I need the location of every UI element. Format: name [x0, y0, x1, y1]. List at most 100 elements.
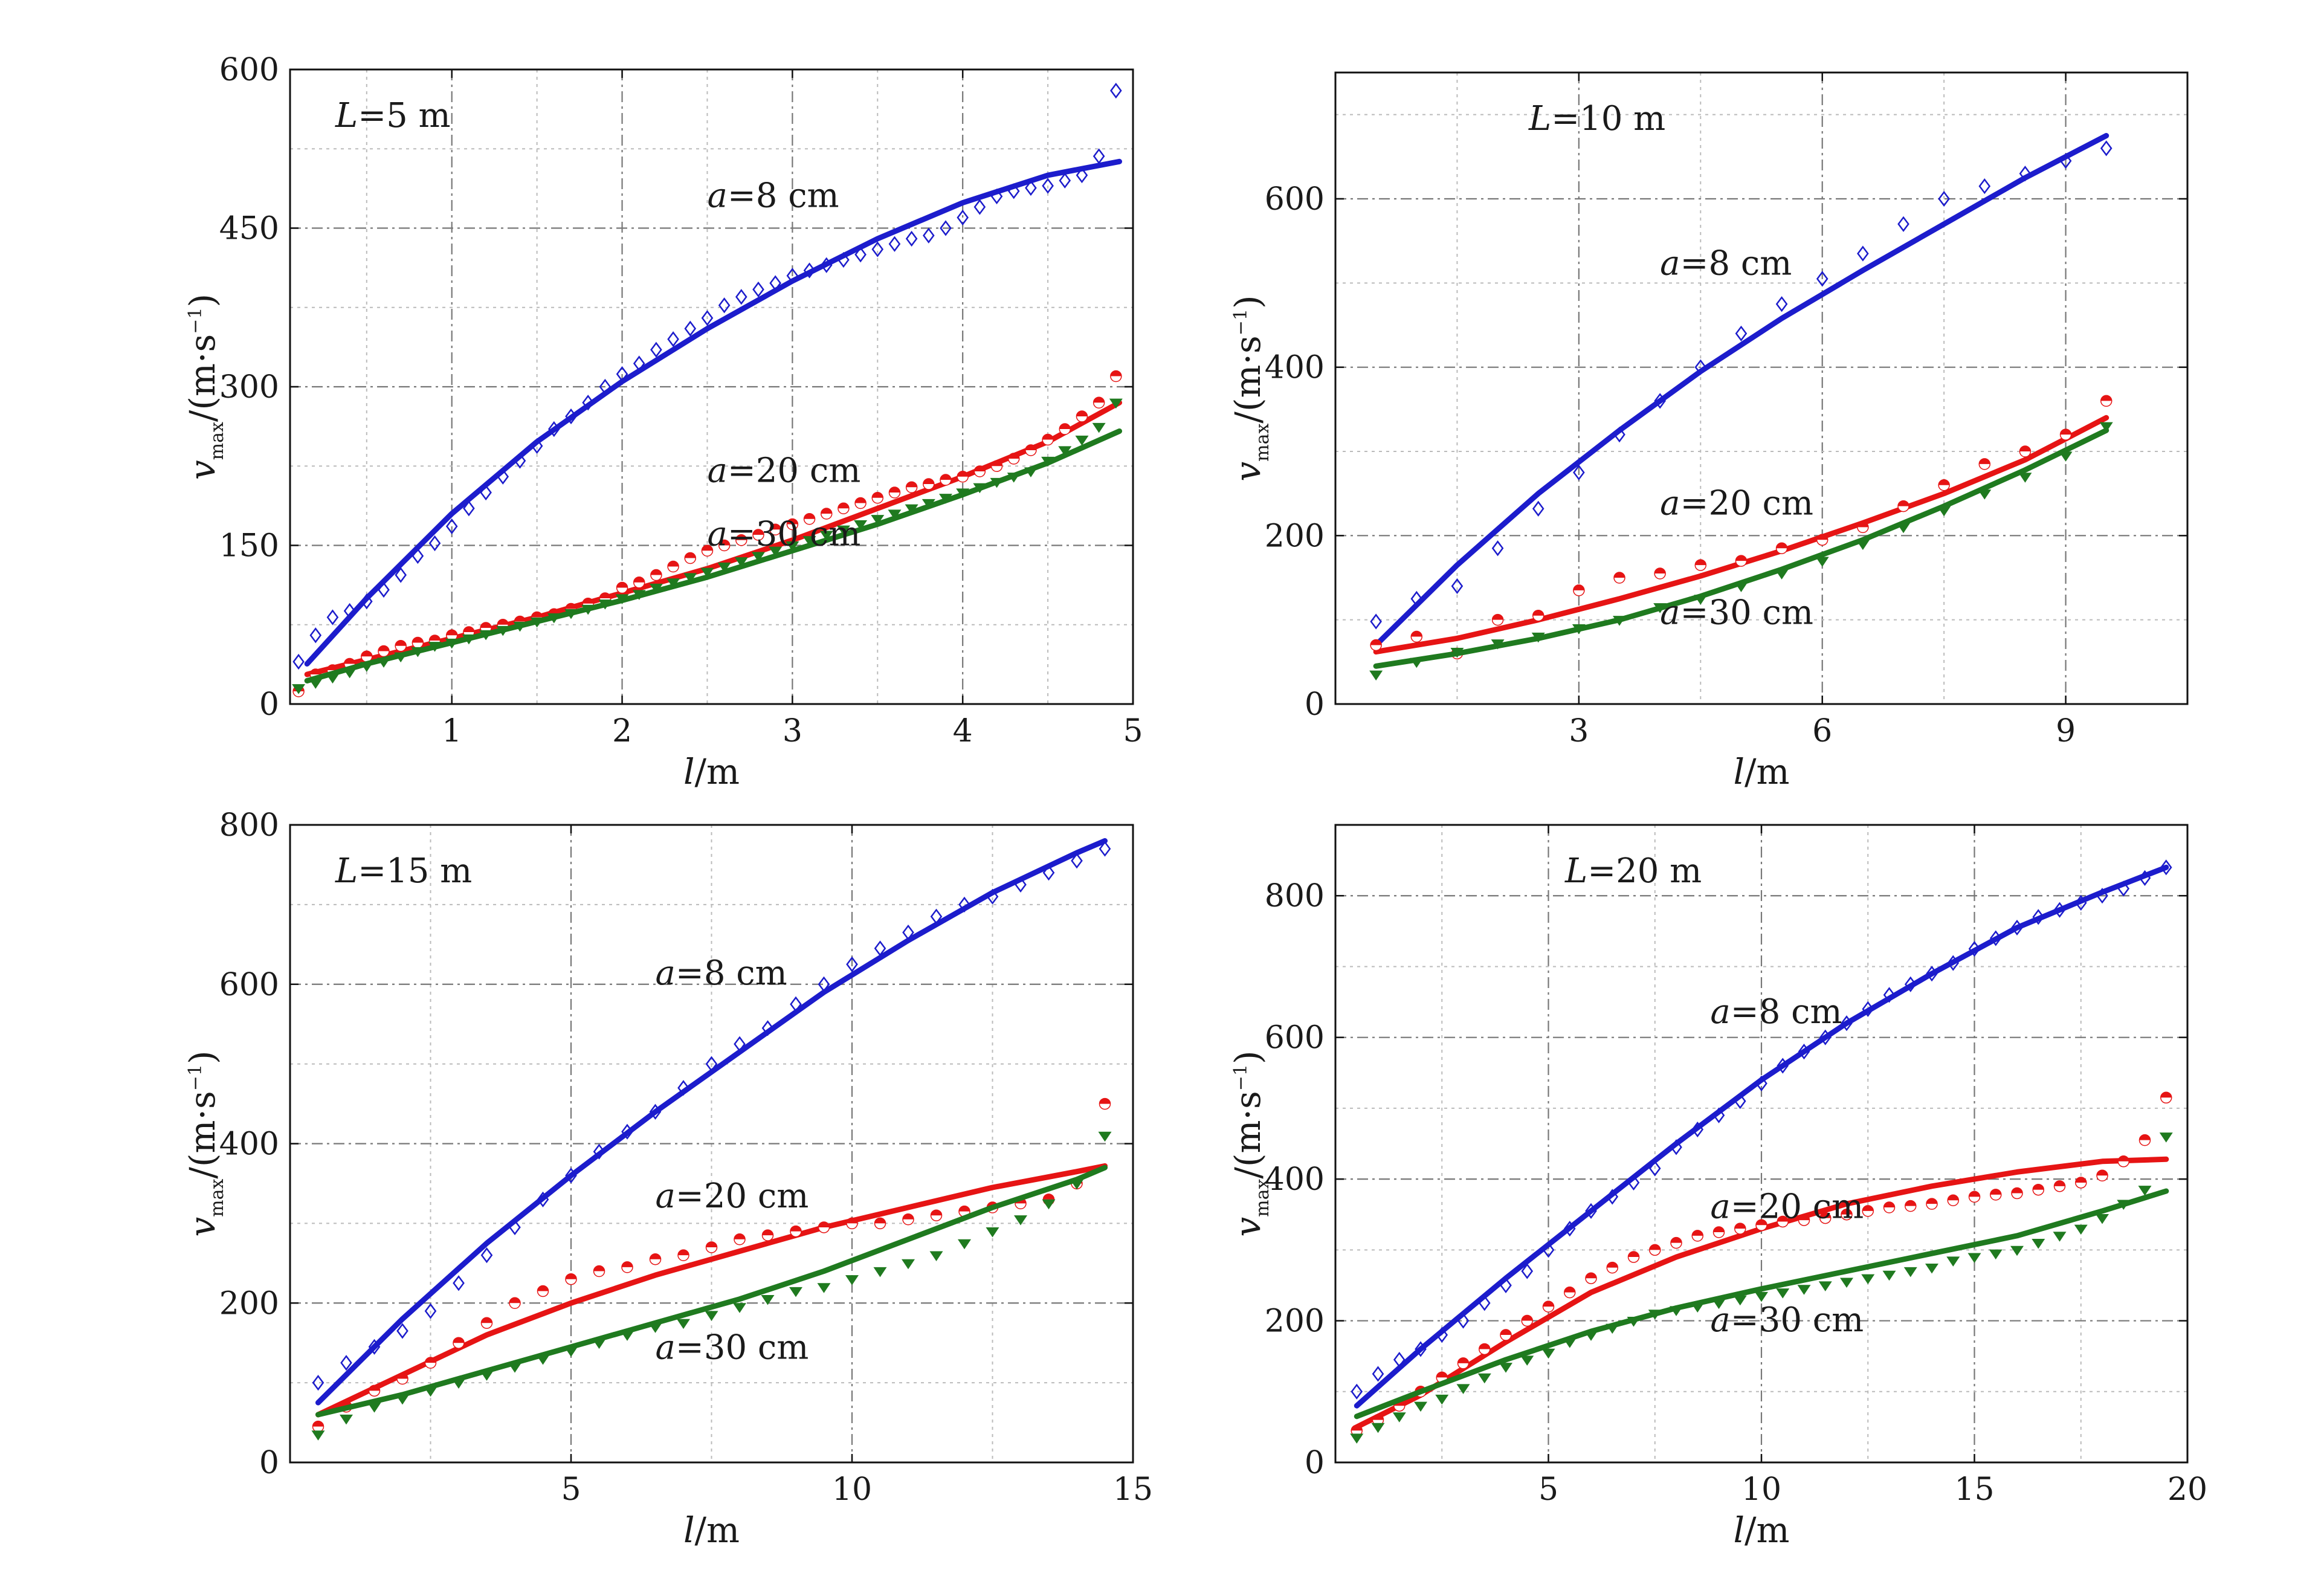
data-point [593, 1265, 605, 1278]
data-point [1531, 632, 1545, 643]
data-point [888, 236, 901, 252]
data-point [1775, 569, 1789, 580]
data-point [1563, 1338, 1577, 1348]
data-point [1110, 82, 1122, 99]
data-point [1099, 1097, 1111, 1110]
data-point [990, 188, 1003, 205]
series-annotation: a=30 cm [1660, 593, 1813, 633]
data-point [453, 1337, 465, 1349]
data-point [1735, 555, 1748, 567]
data-point [888, 486, 901, 499]
series-a-30-cm [1369, 422, 2113, 681]
data-point [1521, 1263, 1534, 1279]
data-point [1670, 1139, 1682, 1155]
data-point [411, 647, 425, 657]
data-point [1093, 396, 1105, 409]
data-point [1500, 1329, 1512, 1341]
fit-line [1354, 864, 2169, 1409]
data-point [1572, 624, 1586, 635]
data-point [2032, 909, 2045, 925]
x-tick-label: 3 [783, 713, 802, 749]
data-point [1857, 521, 1869, 534]
x-tick-label: 10 [1741, 1471, 1781, 1508]
data-point [1712, 1226, 1725, 1238]
data-point [667, 578, 680, 589]
data-point [854, 520, 868, 531]
data-point [497, 468, 509, 485]
data-point [650, 569, 662, 581]
data-point [929, 1251, 943, 1262]
data-point [1938, 190, 1950, 207]
data-point [958, 1239, 971, 1250]
y-tick-label: 600 [1265, 1020, 1325, 1056]
data-point [2053, 1232, 2067, 1242]
data-point [2059, 428, 2072, 441]
data-point [838, 251, 850, 268]
data-point [734, 1233, 746, 1245]
data-point [752, 529, 764, 541]
data-point [2059, 153, 2072, 169]
data-point [2138, 870, 2151, 887]
data-point [2159, 1132, 2173, 1143]
data-point [1947, 1194, 1959, 1207]
series-annotation: a=30 cm [1710, 1300, 1864, 1340]
data-point [565, 1273, 577, 1285]
data-point [803, 262, 816, 279]
y-tick-label: 0 [259, 686, 279, 723]
y-axis-title: vmax/(m·s−1) [182, 1050, 228, 1236]
data-point [326, 609, 339, 625]
data-point [452, 1378, 465, 1389]
fit-line [1373, 133, 2109, 648]
data-point [769, 523, 781, 535]
data-point [1613, 427, 1625, 443]
data-point [1777, 1058, 1789, 1074]
series-annotation: a=8 cm [707, 176, 839, 216]
data-point [1819, 1029, 1832, 1045]
data-point [547, 613, 561, 624]
data-point [1946, 1256, 1960, 1267]
data-point [396, 1372, 408, 1385]
data-point [854, 247, 867, 263]
data-point [836, 525, 850, 536]
data-point [1564, 1286, 1576, 1299]
data-point [1606, 1189, 1619, 1205]
data-point [940, 474, 952, 486]
data-point [1712, 1299, 1726, 1310]
data-point [838, 502, 850, 514]
data-point [1585, 1203, 1597, 1219]
data-point [1755, 1075, 1767, 1091]
data-point [1435, 1394, 1449, 1405]
series-a-20-cm [312, 1097, 1111, 1433]
data-point [2032, 1183, 2044, 1196]
data-point [1862, 1001, 1874, 1017]
data-point [1109, 398, 1123, 409]
data-point [789, 1287, 802, 1297]
data-point [930, 1209, 943, 1221]
data-point [1542, 1242, 1555, 1258]
grid [1335, 73, 2187, 704]
data-point [598, 599, 612, 610]
data-point [1042, 433, 1054, 446]
data-point [326, 673, 340, 684]
data-point [1937, 506, 1951, 517]
series-annotation: a=20 cm [1710, 1187, 1864, 1227]
data-point [1410, 630, 1423, 643]
data-point [1007, 473, 1021, 483]
data-point [1042, 1199, 1056, 1210]
data-point [621, 1331, 634, 1341]
data-point [1613, 572, 1625, 584]
fit-line [1354, 1188, 2169, 1420]
data-point [581, 604, 595, 615]
data-point [1093, 148, 1105, 164]
x-axis-title: l/m [1733, 751, 1789, 792]
series-annotation: a=8 cm [1710, 992, 1842, 1032]
data-point [1370, 639, 1382, 651]
data-point [973, 483, 987, 494]
data-point [701, 544, 714, 557]
data-point [1563, 1221, 1576, 1237]
data-point [480, 484, 492, 501]
data-point [360, 662, 373, 672]
data-point [1776, 1288, 1790, 1299]
data-point [1627, 1174, 1640, 1191]
